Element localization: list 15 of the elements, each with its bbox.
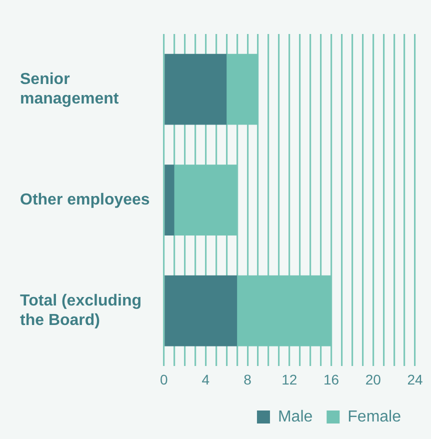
legend-label: Female [348,408,402,426]
y-tick-label: Other employees [20,192,150,209]
bar [164,164,174,236]
y-tick-label: Senior management [20,71,120,108]
x-tick-label: 8 [244,371,252,388]
legend-label: Male [278,408,313,426]
bar [164,54,227,125]
x-tick-label: 24 [407,371,423,388]
x-tick-label: 4 [202,371,210,388]
x-tick-label: 12 [282,371,298,388]
bar [164,275,238,346]
y-tick-label: Total (excluding the Board) [20,292,142,329]
x-tick-label: 0 [160,371,168,388]
x-tick-label: 20 [365,371,382,388]
x-tick-label: 16 [323,371,340,388]
